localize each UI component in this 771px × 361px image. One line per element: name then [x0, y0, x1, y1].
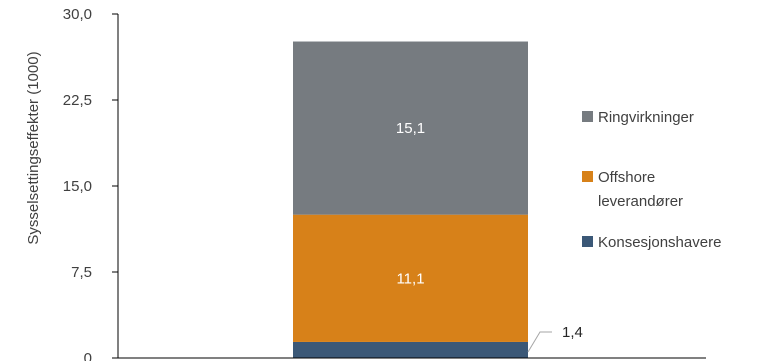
- legend-label: Konsesjonshavere: [598, 234, 721, 251]
- legend-label: Ringvirkninger: [598, 109, 694, 126]
- y-tick-label: 7,5: [71, 264, 92, 281]
- legend-swatch: [582, 111, 593, 122]
- bar-value-label: 11,1: [396, 270, 424, 287]
- y-ticks-group: 0 7,5 15,0 22,5 30,0: [63, 6, 118, 361]
- y-tick-label: 0: [84, 350, 92, 361]
- bar-labels-group: 1,4 11,1 15,1: [396, 120, 583, 353]
- y-axis-title: Sysselsettingseffekter (1000): [25, 51, 42, 244]
- y-tick-label: 22,5: [63, 92, 92, 109]
- callout-leader-line: [527, 331, 552, 353]
- y-tick-label: 15,0: [63, 178, 92, 195]
- legend-label: Offshore: [598, 169, 655, 186]
- bars-group: [293, 41, 528, 358]
- bar-segment-ringvirkninger: [293, 41, 528, 215]
- bar-segment-konsesjonshavere: [293, 341, 528, 358]
- legend-swatch: [582, 236, 593, 247]
- legend: Ringvirkninger Offshore leverandører Konses…: [582, 109, 721, 251]
- y-tick-label: 30,0: [63, 6, 92, 23]
- legend-swatch: [582, 171, 593, 182]
- legend-label: leverandører: [598, 193, 683, 210]
- bar-value-label: 15,1: [396, 120, 425, 137]
- bar-segment-offshore-leverand-rer: [293, 214, 528, 342]
- bar-value-label: 1,4: [562, 324, 583, 341]
